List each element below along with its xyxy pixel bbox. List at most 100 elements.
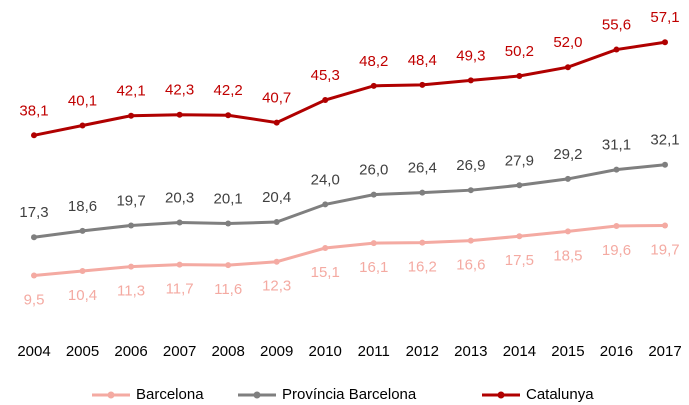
data-label: 19,6 xyxy=(602,242,631,259)
data-point xyxy=(613,46,620,53)
data-label: 55,6 xyxy=(602,17,631,34)
data-point xyxy=(516,73,523,80)
x-tick-label: 2014 xyxy=(503,343,536,360)
x-tick-label: 2008 xyxy=(211,343,244,360)
data-point xyxy=(419,239,426,246)
data-label: 49,3 xyxy=(456,47,485,64)
data-label: 42,3 xyxy=(165,82,194,99)
data-point xyxy=(564,64,571,71)
data-label: 16,1 xyxy=(359,259,388,276)
data-label: 12,3 xyxy=(262,278,291,295)
data-label: 16,6 xyxy=(456,257,485,274)
data-point xyxy=(79,268,86,275)
data-label: 11,3 xyxy=(117,283,145,300)
series-line xyxy=(33,223,666,277)
data-label: 27,9 xyxy=(505,152,534,169)
data-label: 42,1 xyxy=(116,83,145,100)
data-label: 48,2 xyxy=(359,53,388,70)
legend-label: Catalunya xyxy=(526,386,594,403)
data-label: 48,4 xyxy=(408,52,437,69)
data-point xyxy=(564,175,571,182)
data-point xyxy=(662,222,668,229)
data-label: 20,3 xyxy=(165,189,194,206)
data-point xyxy=(176,261,183,268)
data-point xyxy=(467,237,474,244)
data-label: 11,6 xyxy=(214,281,242,298)
x-tick-label: 2010 xyxy=(309,343,342,360)
data-point xyxy=(176,219,183,226)
data-label: 17,5 xyxy=(505,252,534,269)
series-line xyxy=(33,163,666,239)
data-label: 26,0 xyxy=(359,162,388,179)
data-point xyxy=(370,240,377,247)
data-point xyxy=(225,112,232,119)
data-label: 16,2 xyxy=(408,259,437,276)
data-point xyxy=(79,227,86,234)
data-point xyxy=(225,262,232,269)
data-label: 19,7 xyxy=(116,192,145,209)
data-point xyxy=(662,161,668,168)
x-tick-label: 2004 xyxy=(17,343,50,360)
data-label: 45,3 xyxy=(311,67,340,84)
data-point xyxy=(176,111,183,118)
data-point xyxy=(31,272,37,279)
data-point xyxy=(322,245,329,252)
data-point xyxy=(419,81,426,88)
data-point xyxy=(467,187,474,194)
x-tick-label: 2015 xyxy=(551,343,584,360)
x-tick-label: 2005 xyxy=(66,343,99,360)
data-label: 18,6 xyxy=(68,198,97,215)
data-point xyxy=(564,228,571,235)
data-label: 10,4 xyxy=(68,287,97,304)
data-point xyxy=(79,122,86,129)
data-point xyxy=(273,119,280,126)
x-tick-label: 2011 xyxy=(358,343,390,360)
data-point xyxy=(516,233,523,240)
x-tick-label: 2009 xyxy=(260,343,293,360)
data-point xyxy=(613,166,620,173)
data-point xyxy=(31,132,37,139)
legend-label: Barcelona xyxy=(136,386,204,403)
data-point xyxy=(370,82,377,89)
x-tick-label: 2017 xyxy=(648,343,681,360)
data-label: 29,2 xyxy=(553,146,582,163)
data-point xyxy=(273,219,280,226)
data-label: 38,1 xyxy=(19,102,48,119)
data-point xyxy=(128,112,135,119)
data-label: 19,7 xyxy=(650,241,679,258)
data-label: 24,0 xyxy=(311,171,340,188)
data-point xyxy=(273,258,280,265)
data-label: 52,0 xyxy=(553,34,582,51)
data-label: 32,1 xyxy=(650,132,679,149)
x-tick-label: 2012 xyxy=(406,343,439,360)
data-point xyxy=(516,182,523,189)
data-label: 20,4 xyxy=(262,189,291,206)
data-point xyxy=(370,191,377,198)
data-point xyxy=(467,77,474,84)
data-label: 15,1 xyxy=(311,264,340,281)
data-label: 42,2 xyxy=(214,82,243,99)
data-point xyxy=(225,220,232,227)
data-label: 26,4 xyxy=(408,160,437,177)
x-tick-label: 2016 xyxy=(600,343,633,360)
data-point xyxy=(419,189,426,196)
data-label: 18,5 xyxy=(553,247,582,264)
data-label: 50,2 xyxy=(505,43,534,60)
data-label: 31,1 xyxy=(602,137,631,154)
data-point xyxy=(322,97,329,104)
x-tick-label: 2007 xyxy=(163,343,196,360)
series-line xyxy=(33,40,666,137)
data-label: 57,1 xyxy=(650,9,679,26)
data-label: 40,1 xyxy=(68,92,97,109)
data-label: 9,5 xyxy=(24,291,45,308)
data-label: 40,7 xyxy=(262,90,291,107)
data-point xyxy=(128,263,135,270)
legend-marker xyxy=(253,391,261,399)
data-label: 11,7 xyxy=(166,281,194,298)
data-point xyxy=(613,222,620,229)
data-label: 26,9 xyxy=(456,157,485,174)
data-point xyxy=(31,234,37,241)
data-label: 20,1 xyxy=(214,190,243,207)
legend-marker xyxy=(497,391,505,399)
